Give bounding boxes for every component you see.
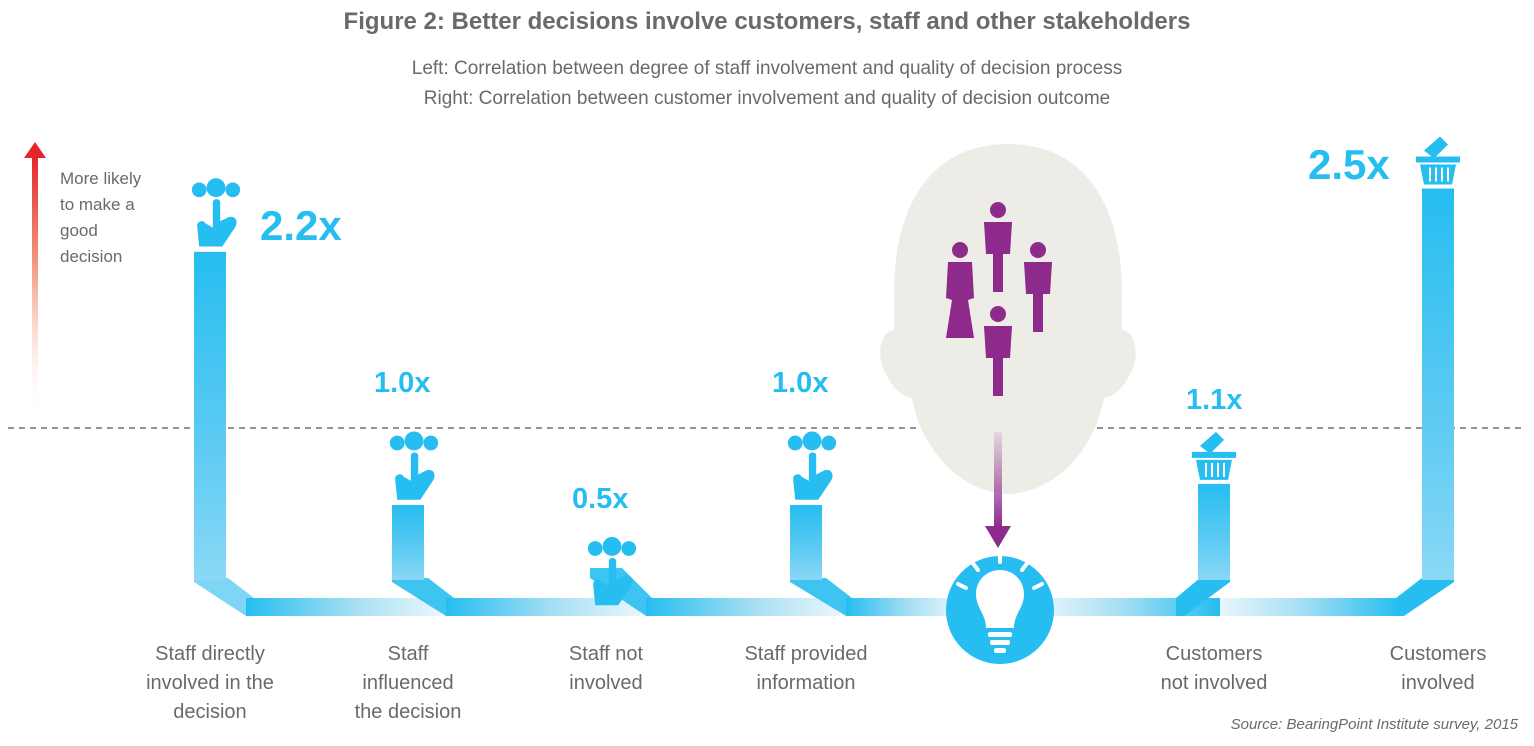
- bar-3: [790, 505, 822, 580]
- head-illustration: [880, 144, 1136, 494]
- value-label-1: 1.0x: [374, 367, 431, 399]
- category-label-2: Staff not involved: [568, 643, 644, 694]
- subtitle-left: Left: Correlation between degree of staf…: [411, 58, 1123, 79]
- subtitle-right: Right: Correlation between customer invo…: [423, 88, 1111, 109]
- category-label-5: Customers involved: [1389, 643, 1487, 694]
- bars-group: [194, 188, 1454, 581]
- value-label-4: 1.1x: [1186, 383, 1243, 416]
- icons-group: [191, 136, 1460, 606]
- value-label-5: 2.5x: [1308, 140, 1390, 188]
- category-label-0: Staff directly involved in the decision: [146, 643, 274, 723]
- shopping-basket-icon-5: [1416, 136, 1460, 185]
- chart-title: Figure 2: Better decisions involve custo…: [343, 8, 1191, 35]
- bar-4: [1198, 483, 1230, 580]
- pointing-hand-icon-3: [787, 431, 837, 500]
- bar-0: [194, 251, 226, 581]
- head-to-bulb-arrow: [985, 432, 1011, 548]
- y-axis-label: More likely to make a good decision: [60, 169, 142, 266]
- value-label-3: 1.0x: [772, 367, 829, 399]
- category-label-3: Staff provided information: [744, 643, 868, 694]
- connector-bands: [194, 568, 1454, 616]
- y-axis-arrow: [24, 142, 46, 420]
- pointing-hand-icon-2: [587, 536, 637, 606]
- people-icon: [946, 202, 1052, 396]
- category-label-1: Staff influenced the decision: [354, 643, 462, 723]
- pointing-hand-icon-1: [389, 431, 439, 500]
- category-label-4: Customers not involved: [1160, 643, 1268, 694]
- value-label-0: 2.2x: [260, 201, 342, 249]
- lightbulb-icon: [946, 550, 1054, 664]
- shopping-basket-icon-4: [1192, 431, 1236, 480]
- bar-1: [392, 505, 424, 580]
- bar-5: [1422, 188, 1454, 580]
- pointing-hand-icon-0: [191, 178, 241, 247]
- source-note: Source: BearingPoint Institute survey, 2…: [1230, 716, 1518, 733]
- value-label-2: 0.5x: [572, 482, 629, 515]
